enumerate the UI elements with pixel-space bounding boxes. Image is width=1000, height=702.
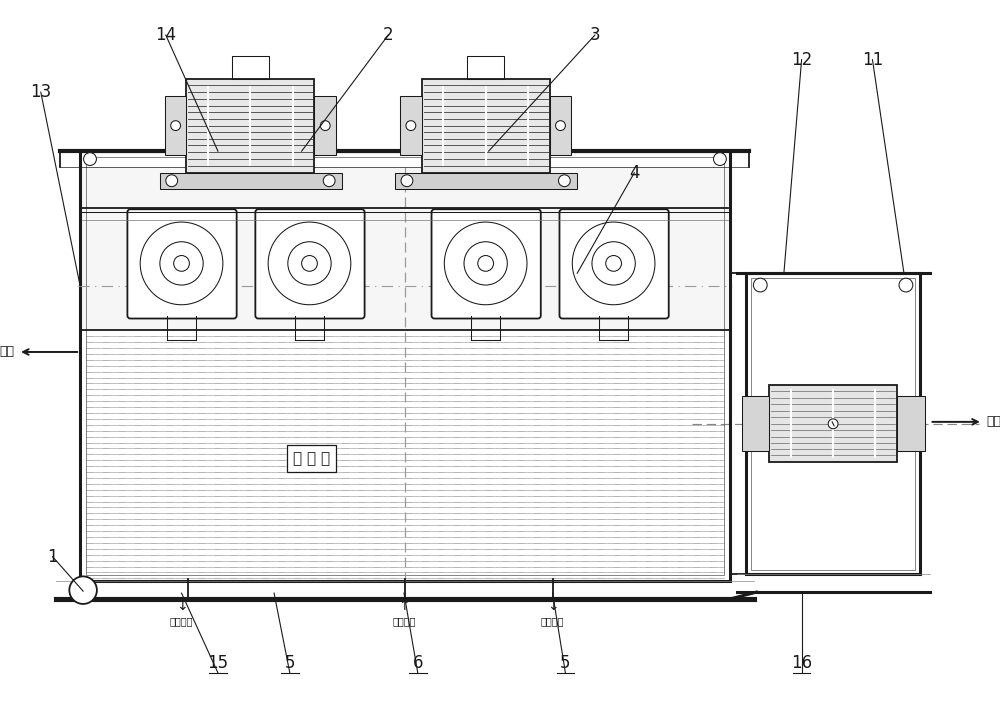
Bar	[82, 167, 728, 331]
Circle shape	[323, 175, 335, 187]
FancyBboxPatch shape	[432, 209, 541, 319]
Bar	[550, 96, 571, 155]
Bar	[86, 157, 724, 576]
Circle shape	[302, 256, 317, 271]
Text: ↓: ↓	[547, 599, 558, 613]
Text: 3: 3	[590, 26, 600, 44]
Circle shape	[174, 256, 189, 271]
Text: 1: 1	[47, 548, 58, 566]
Bar	[400, 96, 422, 155]
Bar	[769, 385, 897, 462]
Text: 2: 2	[383, 26, 394, 44]
Text: 12: 12	[791, 51, 812, 69]
Circle shape	[69, 576, 97, 604]
Bar	[165, 96, 186, 155]
Text: 4: 4	[629, 164, 640, 182]
Text: 出风: 出风	[0, 345, 14, 359]
Bar	[742, 396, 769, 451]
Bar	[314, 96, 336, 155]
FancyBboxPatch shape	[255, 209, 365, 319]
FancyBboxPatch shape	[559, 209, 669, 319]
Text: 接 线 盒: 接 线 盒	[293, 451, 330, 466]
Text: 5: 5	[560, 654, 571, 672]
Text: 6: 6	[413, 654, 423, 672]
Bar	[897, 396, 925, 451]
Text: 送风: 送风	[987, 416, 1000, 428]
Text: 14: 14	[155, 26, 176, 44]
Circle shape	[478, 256, 494, 271]
Bar	[751, 278, 915, 569]
Circle shape	[753, 278, 767, 292]
Circle shape	[401, 175, 413, 187]
Circle shape	[714, 152, 726, 166]
Text: 热侧进风: 热侧进风	[392, 616, 416, 625]
Circle shape	[320, 121, 330, 131]
Text: ↓: ↓	[176, 599, 187, 613]
Bar	[80, 151, 730, 581]
Circle shape	[406, 121, 416, 131]
Text: 热侧出风: 热侧出风	[170, 616, 193, 625]
Circle shape	[166, 175, 178, 187]
Text: 13: 13	[30, 83, 51, 101]
Text: ↑: ↑	[398, 599, 410, 613]
Bar	[422, 79, 550, 173]
Circle shape	[899, 278, 913, 292]
Text: 5: 5	[285, 654, 295, 672]
Circle shape	[558, 175, 570, 187]
Bar	[186, 79, 314, 173]
Circle shape	[556, 121, 565, 131]
Circle shape	[171, 121, 181, 131]
Circle shape	[84, 152, 96, 166]
Text: 11: 11	[862, 51, 883, 69]
Bar	[395, 173, 577, 189]
Circle shape	[606, 256, 621, 271]
Bar	[160, 173, 342, 189]
FancyBboxPatch shape	[127, 209, 237, 319]
Text: 15: 15	[207, 654, 229, 672]
Circle shape	[828, 419, 838, 429]
Text: 16: 16	[791, 654, 812, 672]
Bar	[746, 273, 920, 574]
Text: 热侧出风: 热侧出风	[541, 616, 564, 625]
